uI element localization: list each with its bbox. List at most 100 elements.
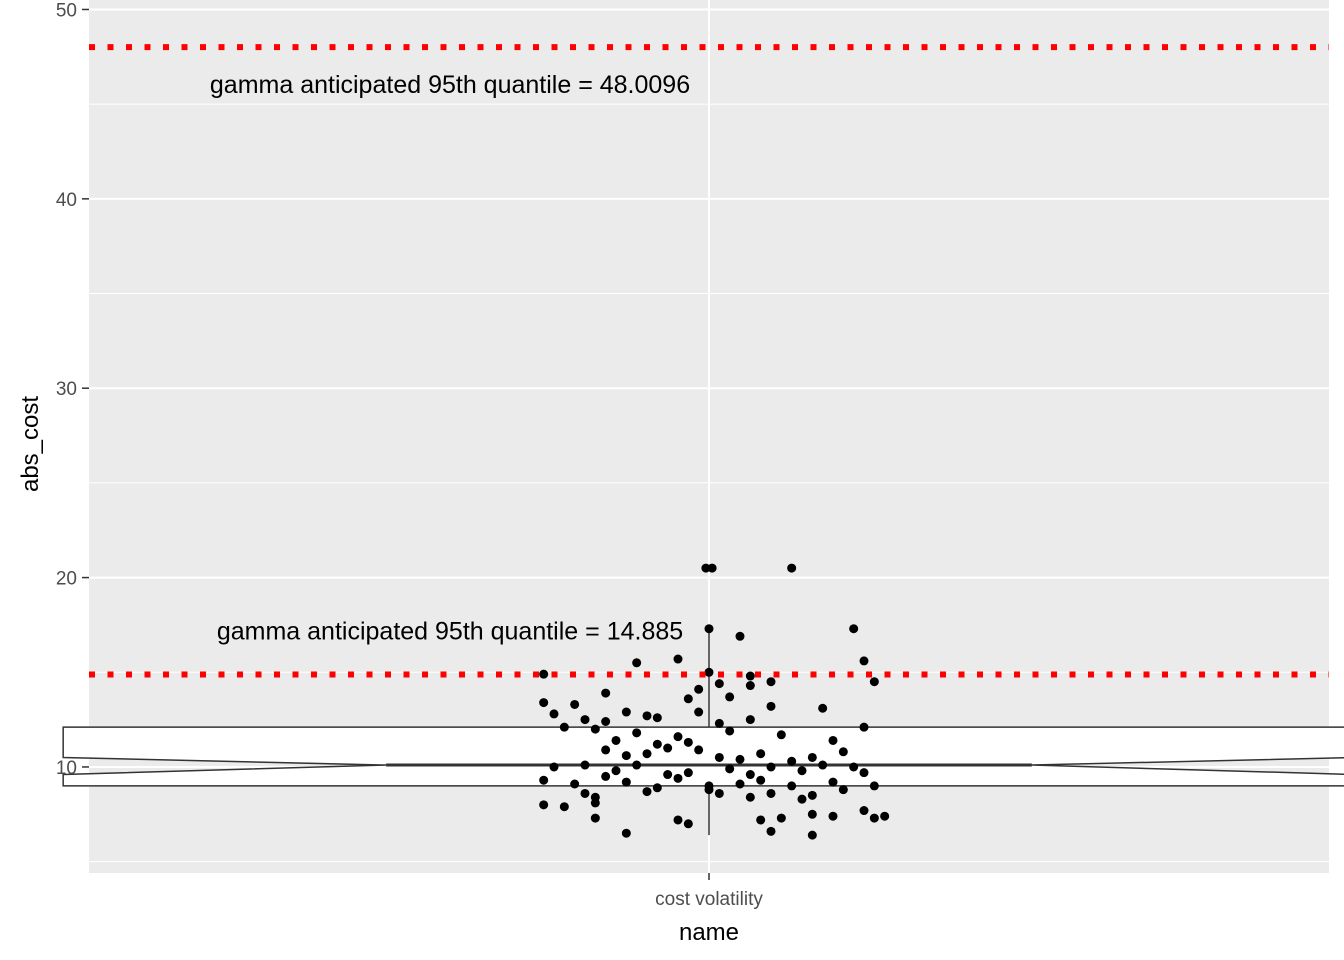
data-point — [642, 711, 652, 721]
data-point — [756, 749, 766, 759]
data-point — [869, 781, 879, 791]
data-point — [714, 752, 724, 762]
data-point — [694, 745, 704, 755]
data-point — [663, 743, 673, 753]
data-point — [580, 788, 590, 798]
data-point — [632, 760, 642, 770]
reference-line-label: gamma anticipated 95th quantile = 48.009… — [210, 71, 690, 99]
data-point — [859, 806, 869, 816]
data-point — [725, 692, 735, 702]
axes: 10 20 30 40 50 cost volatility — [56, 0, 763, 910]
data-point — [673, 654, 683, 664]
data-point — [838, 785, 848, 795]
data-point — [787, 781, 797, 791]
data-point — [869, 677, 879, 687]
data-point — [714, 788, 724, 798]
data-point — [880, 811, 890, 821]
data-point — [849, 762, 859, 772]
data-point — [766, 677, 776, 687]
data-point — [663, 770, 673, 780]
data-point — [859, 656, 869, 666]
data-point — [828, 735, 838, 745]
data-point — [559, 802, 569, 812]
data-point — [766, 788, 776, 798]
data-point — [632, 728, 642, 738]
data-point — [787, 756, 797, 766]
data-point — [652, 783, 662, 793]
data-point — [601, 745, 611, 755]
data-point — [621, 828, 631, 838]
y-tick-label: 20 — [56, 569, 77, 590]
data-point — [611, 735, 621, 745]
data-point — [735, 754, 745, 764]
data-point — [580, 760, 590, 770]
data-point — [683, 768, 693, 778]
data-point — [766, 826, 776, 836]
data-point — [807, 809, 817, 819]
data-point — [859, 768, 869, 778]
y-tick-label: 50 — [56, 0, 77, 21]
boxplot — [62, 632, 1344, 836]
data-point — [539, 775, 549, 785]
data-point — [756, 775, 766, 785]
data-point — [559, 722, 569, 732]
data-point — [707, 563, 717, 573]
data-point — [621, 707, 631, 717]
data-point — [735, 779, 745, 789]
data-point — [694, 684, 704, 694]
x-axis-title: name — [679, 919, 739, 946]
data-point — [683, 737, 693, 747]
box-body — [62, 726, 1344, 787]
data-point — [601, 688, 611, 698]
data-point — [756, 815, 766, 825]
data-point — [601, 771, 611, 781]
data-point — [590, 798, 600, 808]
reference-lines: gamma anticipated 95th quantile = 48.009… — [89, 44, 1329, 678]
data-point — [673, 732, 683, 742]
data-point — [701, 563, 711, 573]
data-point — [745, 770, 755, 780]
y-tick-label: 40 — [56, 190, 77, 211]
data-points — [539, 563, 890, 840]
data-point — [807, 790, 817, 800]
data-point — [673, 773, 683, 783]
data-point — [828, 777, 838, 787]
data-point — [683, 819, 693, 829]
data-point — [539, 698, 549, 708]
data-point — [869, 813, 879, 823]
data-point — [776, 730, 786, 740]
data-point — [725, 764, 735, 774]
data-point — [590, 724, 600, 734]
data-point — [787, 563, 797, 573]
data-point — [766, 701, 776, 711]
data-point — [683, 694, 693, 704]
data-point — [859, 722, 869, 732]
data-point — [621, 777, 631, 787]
data-point — [776, 813, 786, 823]
data-point — [838, 747, 848, 757]
data-point — [652, 739, 662, 749]
data-point — [745, 715, 755, 725]
data-point — [570, 779, 580, 789]
data-point — [611, 766, 621, 776]
data-point — [549, 709, 559, 719]
data-point — [725, 726, 735, 736]
data-point — [818, 703, 828, 713]
data-point — [642, 787, 652, 797]
x-tick-label: cost volatility — [655, 889, 763, 910]
data-point — [714, 718, 724, 728]
data-point — [632, 658, 642, 668]
data-point — [673, 815, 683, 825]
data-point — [797, 794, 807, 804]
data-point — [807, 830, 817, 840]
data-point — [652, 713, 662, 723]
data-point — [539, 800, 549, 810]
data-point — [745, 671, 755, 681]
y-tick-label: 10 — [56, 758, 77, 779]
data-point — [580, 715, 590, 725]
data-point — [590, 813, 600, 823]
data-point — [818, 760, 828, 770]
data-point — [735, 631, 745, 641]
data-point — [601, 717, 611, 727]
data-point — [642, 749, 652, 759]
